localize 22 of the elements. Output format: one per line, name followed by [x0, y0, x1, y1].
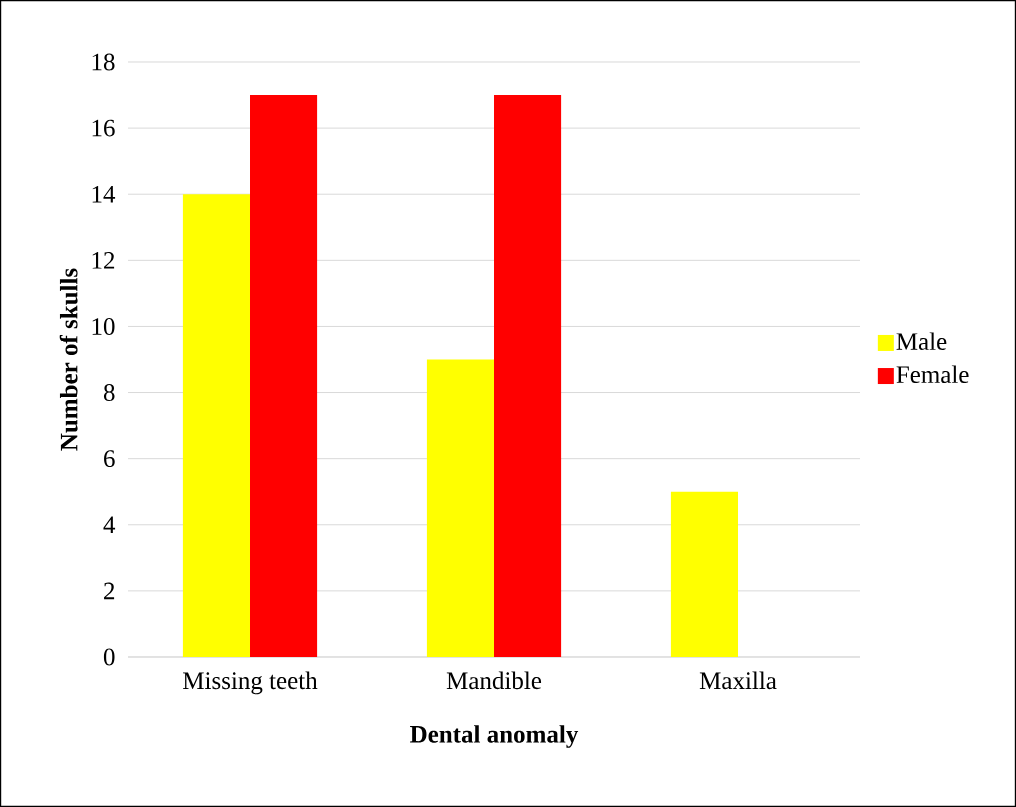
x-tick-label: Maxilla: [699, 671, 777, 690]
bar: [426, 359, 494, 657]
bar: [182, 194, 250, 657]
bar: [670, 491, 739, 657]
y-tick-label: 4: [103, 516, 116, 533]
y-tick-label: 14: [92, 185, 116, 203]
y-tick-label: 16: [92, 119, 115, 137]
y-tick-label: 12: [92, 252, 115, 269]
y-tick-label: 2: [104, 582, 115, 600]
x-tick-label: Missing teeth: [183, 671, 318, 695]
y-tick-label: 8: [103, 384, 115, 401]
y-axis-title: Number of skulls: [59, 268, 78, 451]
bar: [494, 95, 562, 657]
x-axis-title: Dental anomaly: [410, 725, 579, 748]
y-tick-label: 0: [103, 648, 115, 666]
bar: [250, 95, 318, 657]
y-tick-label: 18: [92, 53, 115, 71]
y-tick-label: 6: [104, 450, 115, 468]
y-tick-label: 10: [92, 318, 115, 335]
x-tick-label: Mandible: [446, 671, 542, 690]
legend-label: Female: [896, 365, 969, 384]
legend-label: Male: [896, 332, 947, 350]
